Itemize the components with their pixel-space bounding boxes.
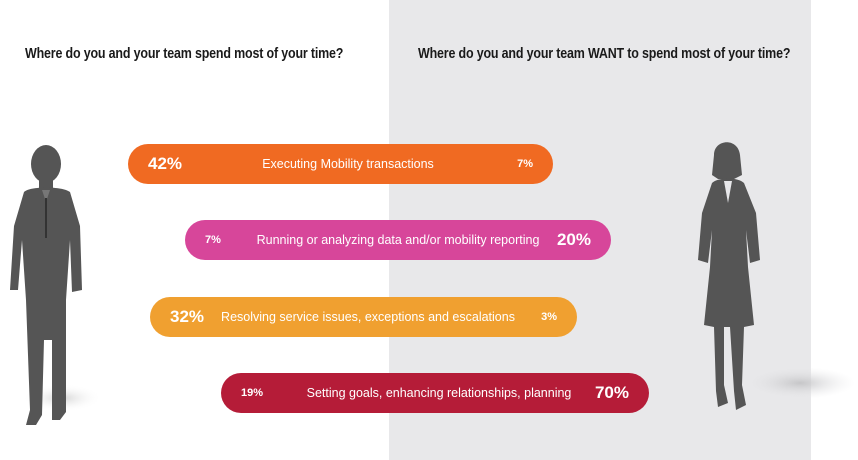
row-running: 7% Running or analyzing data and/or mobi… — [185, 220, 611, 260]
desired-value: 7% — [517, 158, 533, 170]
current-value: 42% — [148, 154, 183, 173]
desired-value: 20% — [556, 230, 591, 249]
current-value: 32% — [170, 307, 205, 326]
category-label: Resolving service issues, exceptions and… — [221, 310, 515, 324]
row-executing: 42% Executing Mobility transactions 7% — [128, 144, 553, 184]
row-setting: 19% Setting goals, enhancing relationshi… — [221, 373, 649, 413]
category-label: Setting goals, enhancing relationships, … — [306, 386, 572, 400]
desired-value: 70% — [594, 383, 629, 402]
woman-silhouette-icon — [698, 142, 855, 410]
man-silhouette-icon — [10, 145, 100, 425]
category-label: Executing Mobility transactions — [262, 157, 434, 171]
current-value: 19% — [241, 387, 264, 399]
desired-time-heading: Where do you and your team WANT to spend… — [418, 46, 791, 62]
current-time-heading: Where do you and your team spend most of… — [25, 46, 344, 62]
category-label: Running or analyzing data and/or mobilit… — [256, 233, 540, 247]
current-value: 7% — [205, 234, 221, 246]
row-resolving: 32% Resolving service issues, exceptions… — [150, 297, 577, 337]
desired-value: 3% — [541, 311, 557, 323]
